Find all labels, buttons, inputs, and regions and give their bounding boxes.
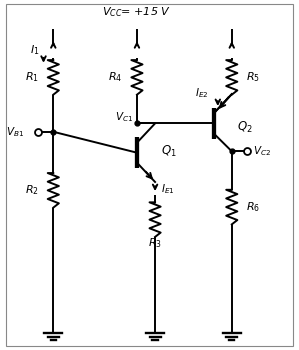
Text: $R_3$: $R_3$ — [148, 237, 162, 250]
Text: $V_{CC}$= +15 V: $V_{CC}$= +15 V — [103, 5, 171, 19]
Text: $I_{E2}$: $I_{E2}$ — [195, 86, 208, 100]
Text: $R_6$: $R_6$ — [246, 200, 260, 214]
Bar — [6, 4, 293, 346]
Text: $R_1$: $R_1$ — [25, 70, 39, 84]
Text: $Q_2$: $Q_2$ — [237, 120, 253, 135]
Text: $V_{C1}$: $V_{C1}$ — [115, 110, 133, 124]
Text: $I_1$: $I_1$ — [30, 43, 40, 57]
Text: $I_{E1}$: $I_{E1}$ — [161, 182, 174, 196]
Text: $R_2$: $R_2$ — [25, 183, 39, 197]
Text: $Q_1$: $Q_1$ — [161, 144, 176, 159]
Text: $R_4$: $R_4$ — [108, 70, 123, 84]
Text: $R_5$: $R_5$ — [246, 70, 260, 84]
Text: $V_{B1}$: $V_{B1}$ — [6, 125, 24, 139]
Text: $V_{C2}$: $V_{C2}$ — [253, 145, 271, 158]
